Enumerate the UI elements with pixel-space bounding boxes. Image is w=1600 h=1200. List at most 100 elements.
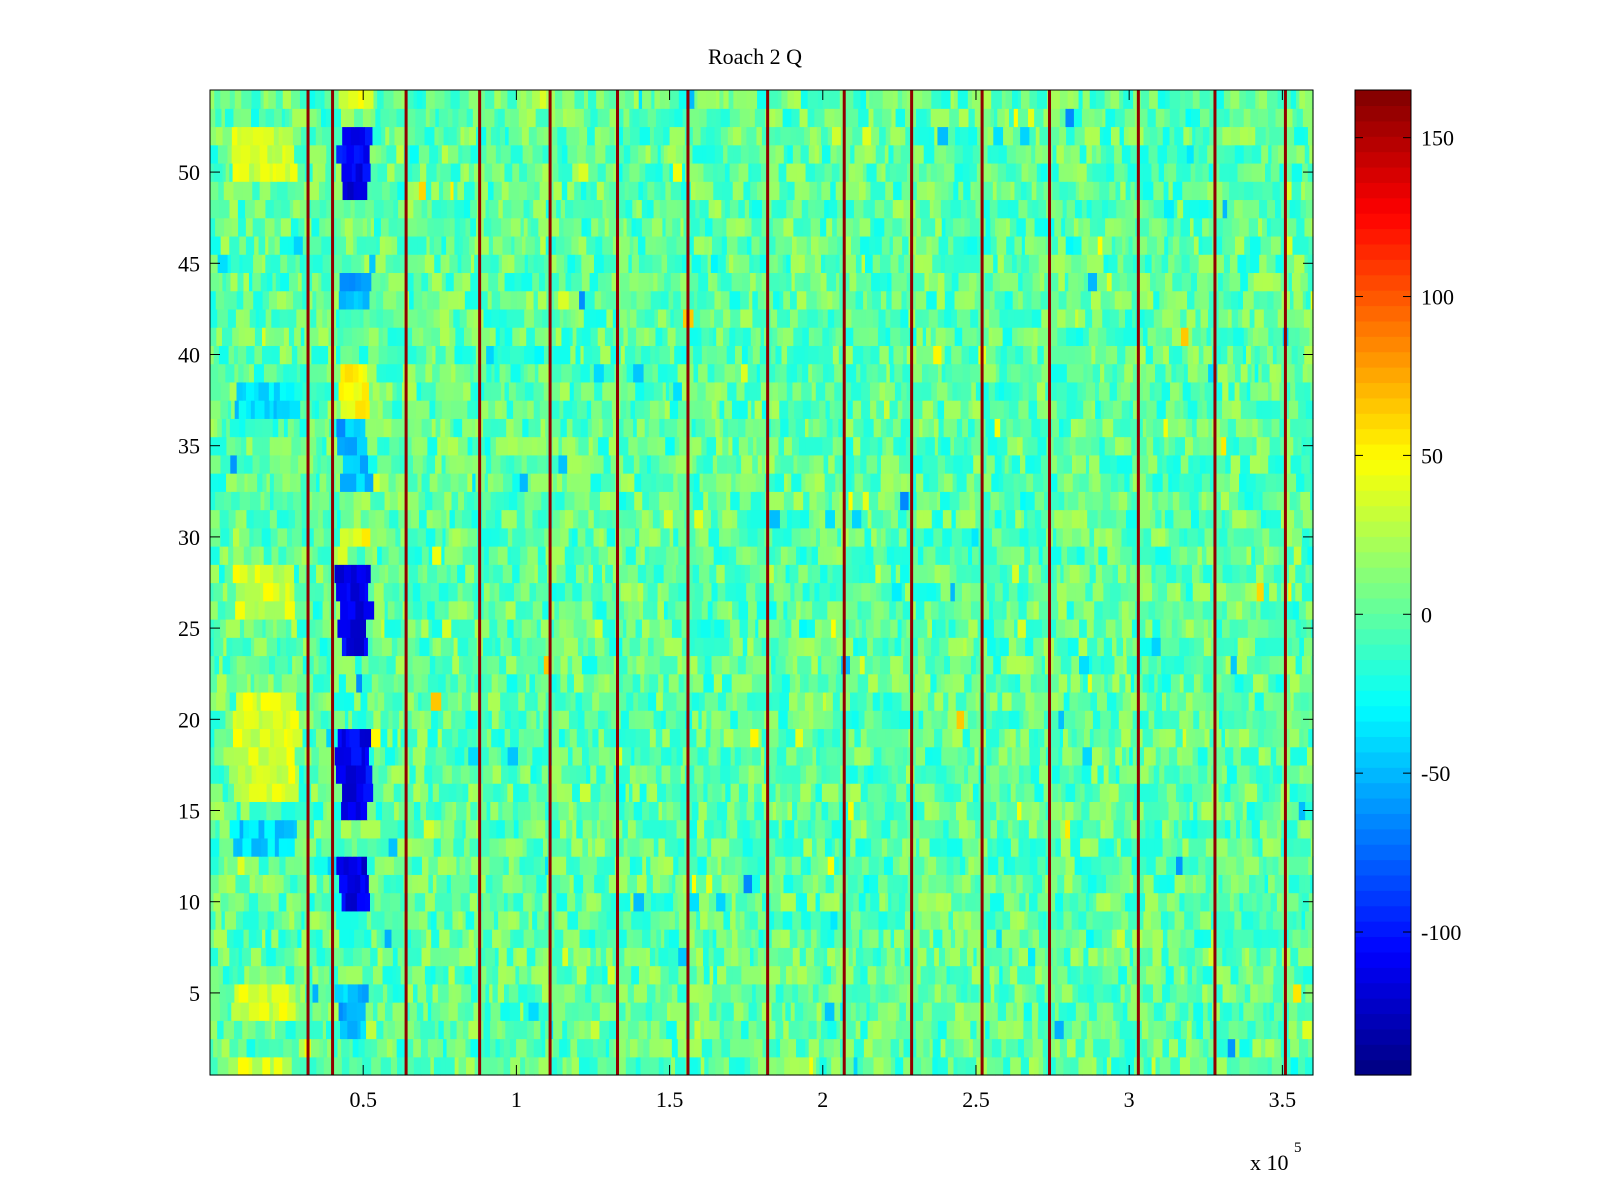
heatmap-cell	[890, 527, 900, 547]
heatmap-cell	[782, 1002, 786, 1021]
heatmap-cell	[1263, 965, 1275, 985]
heatmap-cell	[1086, 618, 1095, 638]
heatmap-cell	[861, 600, 872, 620]
heatmap-cell	[713, 546, 723, 565]
heatmap-cell	[696, 910, 701, 930]
heatmap-cell	[1048, 929, 1057, 948]
heatmap-cell	[1006, 801, 1011, 821]
heatmap-cell	[703, 965, 711, 985]
heatmap-cell	[995, 673, 1002, 693]
heatmap-cell	[1003, 892, 1015, 912]
heatmap-cell	[967, 929, 979, 948]
heatmap-cell	[535, 637, 547, 657]
heatmap-cell	[891, 965, 897, 985]
heatmap-cell	[232, 527, 240, 547]
heatmap-cell	[1109, 600, 1120, 620]
heatmap-cell	[1203, 655, 1214, 675]
heatmap-cell	[1039, 746, 1047, 766]
heatmap-cell	[286, 546, 295, 565]
heatmap-cell	[1081, 527, 1091, 547]
heatmap-cell	[233, 929, 245, 948]
heatmap-cell	[945, 618, 950, 638]
heatmap-cell	[239, 618, 245, 638]
heatmap-cell	[627, 874, 638, 894]
heatmap-cell	[1018, 947, 1029, 967]
heatmap-cell	[815, 801, 823, 821]
heatmap-cell	[707, 837, 712, 857]
heatmap-cell	[956, 837, 964, 857]
heatmap-cell	[890, 1038, 900, 1058]
heatmap-cell	[1269, 527, 1280, 547]
heatmap-cell	[916, 965, 922, 985]
heatmap-cell	[214, 728, 221, 748]
heatmap-cell	[1255, 546, 1265, 565]
heatmap-cell	[1218, 874, 1223, 894]
heatmap-cell	[298, 710, 305, 730]
heatmap-cell	[752, 983, 757, 1003]
heatmap-cell	[248, 892, 259, 912]
heatmap-cell	[791, 965, 798, 985]
heatmap-cell	[637, 582, 644, 602]
heatmap-cell	[236, 710, 245, 730]
heatmap-cell	[503, 1038, 511, 1058]
heatmap-cell	[1170, 1056, 1181, 1076]
heatmap-cell	[1184, 527, 1188, 547]
heatmap-cell	[503, 1056, 511, 1076]
heatmap-cell	[859, 929, 863, 948]
heatmap-cell	[1199, 710, 1206, 730]
heatmap-cell	[1212, 600, 1223, 620]
heatmap-cell	[301, 874, 310, 894]
heatmap-cell	[1179, 546, 1188, 565]
heatmap-cell	[845, 892, 854, 912]
heatmap-cell	[787, 892, 797, 912]
heatmap-cell	[757, 546, 766, 565]
heatmap-cell	[503, 637, 513, 657]
heatmap-cell	[436, 874, 448, 894]
heatmap-cell	[1232, 947, 1237, 967]
heatmap-cell	[308, 947, 318, 967]
heatmap-cell	[699, 1002, 710, 1021]
heatmap-cell	[791, 509, 801, 529]
heatmap-cell	[775, 764, 783, 784]
heatmap-cell	[1093, 983, 1104, 1003]
heatmap-cell	[363, 600, 375, 620]
heatmap-cell	[918, 892, 928, 912]
heatmap-cell	[557, 837, 567, 857]
heatmap-cell	[359, 582, 366, 602]
heatmap-cell	[772, 527, 777, 547]
heatmap-cell	[735, 856, 743, 875]
heatmap-cell	[554, 527, 561, 547]
heatmap-cell	[1007, 764, 1013, 784]
heatmap-cell	[781, 819, 786, 839]
heatmap-cell	[581, 655, 592, 675]
heatmap-cell	[498, 910, 505, 930]
heatmap-cell	[903, 655, 910, 675]
heatmap-cell	[607, 710, 612, 730]
heatmap-cell	[1205, 509, 1215, 529]
heatmap-cell	[961, 582, 967, 602]
heatmap-cell	[295, 983, 301, 1003]
heatmap-cell	[1249, 1056, 1259, 1076]
heatmap-cell	[264, 819, 276, 839]
heatmap-cell	[909, 947, 919, 967]
heatmap-cell	[501, 764, 510, 784]
heatmap-cell	[981, 983, 992, 1003]
heatmap-cell	[848, 673, 859, 693]
heatmap-cell	[294, 600, 306, 620]
heatmap-cell	[813, 509, 821, 529]
heatmap-cell	[1104, 819, 1115, 839]
heatmap-cell	[653, 1038, 664, 1058]
heatmap-cell	[527, 983, 536, 1003]
heatmap-cell	[757, 910, 767, 930]
heatmap-cell	[975, 691, 980, 711]
heatmap-cell	[677, 1038, 685, 1058]
heatmap-cell	[1237, 637, 1244, 657]
heatmap-cell	[248, 1056, 253, 1076]
heatmap-cell	[354, 929, 365, 948]
heatmap-cell	[1130, 983, 1138, 1003]
heatmap-cell	[681, 655, 688, 675]
heatmap-cell	[673, 637, 683, 657]
heatmap-cell	[871, 819, 882, 839]
heatmap-cell	[792, 655, 798, 675]
heatmap-cell	[398, 801, 407, 821]
